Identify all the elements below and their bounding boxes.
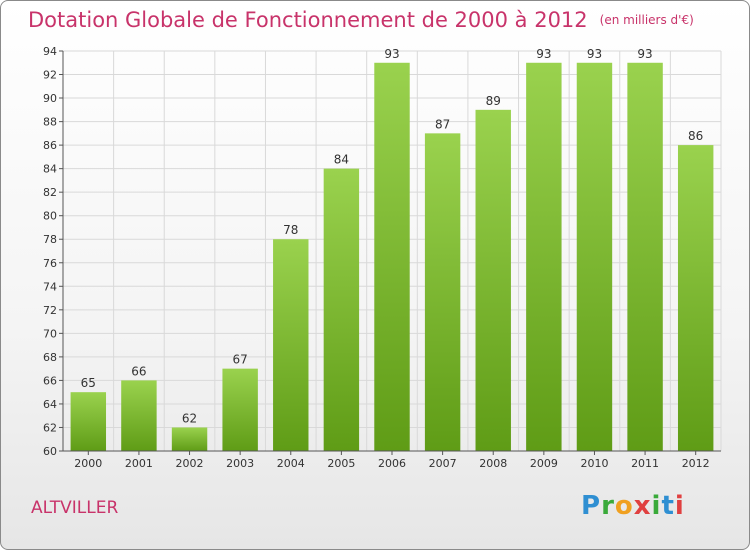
bar	[171, 427, 208, 451]
y-tick-label: 86	[43, 139, 57, 152]
y-tick-label: 78	[43, 233, 57, 246]
x-tick-label: 2009	[530, 457, 558, 470]
data-label: 93	[384, 47, 399, 61]
x-tick-label: 2012	[682, 457, 710, 470]
x-tick-label: 2001	[125, 457, 153, 470]
y-tick-label: 64	[43, 398, 57, 411]
bar	[222, 368, 258, 451]
data-label: 66	[131, 364, 146, 378]
x-tick-label: 2008	[479, 457, 507, 470]
data-label: 93	[587, 47, 602, 61]
x-tick-label: 2007	[429, 457, 457, 470]
x-tick-label: 2003	[226, 457, 254, 470]
y-tick-label: 90	[43, 92, 57, 105]
x-tick-label: 2011	[631, 457, 659, 470]
bar	[677, 145, 714, 451]
bar	[576, 62, 613, 451]
data-label: 93	[536, 47, 551, 61]
x-tick-label: 2010	[580, 457, 608, 470]
bar	[70, 392, 107, 451]
data-label: 62	[182, 411, 197, 425]
data-label: 78	[283, 223, 298, 237]
y-tick-label: 66	[43, 374, 57, 387]
data-label: 67	[233, 353, 248, 367]
data-label: 86	[688, 129, 703, 143]
y-tick-label: 62	[43, 421, 57, 434]
chart-title-text: Dotation Globale de Fonctionnement de 20…	[28, 8, 588, 32]
y-tick-label: 74	[43, 280, 57, 293]
y-tick-label: 70	[43, 327, 57, 340]
data-label: 89	[486, 94, 501, 108]
proxiti-logo: Proxiti	[581, 491, 685, 521]
commune-name: ALTVILLER	[31, 498, 119, 518]
y-tick-label: 72	[43, 304, 57, 317]
x-tick-label: 2006	[378, 457, 406, 470]
y-tick-label: 92	[43, 69, 57, 82]
bar	[526, 62, 562, 451]
x-tick-label: 2000	[74, 457, 102, 470]
x-tick-label: 2002	[176, 457, 204, 470]
y-tick-label: 76	[43, 257, 57, 270]
data-label: 65	[81, 376, 96, 390]
data-label: 87	[435, 117, 450, 131]
data-label: 84	[334, 153, 349, 167]
x-tick-label: 2005	[327, 457, 355, 470]
bar	[627, 62, 663, 451]
bar	[323, 168, 360, 451]
data-label: 93	[637, 47, 652, 61]
chart-unit: (en milliers d'€)	[599, 13, 694, 27]
y-tick-label: 68	[43, 351, 57, 364]
y-tick-label: 82	[43, 186, 57, 199]
bar	[273, 239, 309, 451]
y-tick-label: 84	[43, 163, 57, 176]
bar	[121, 380, 157, 451]
chart-title: Dotation Globale de Fonctionnement de 20…	[28, 8, 694, 32]
bar	[475, 109, 511, 451]
y-tick-label: 80	[43, 210, 57, 223]
y-tick-label: 94	[43, 45, 57, 58]
y-tick-label: 60	[43, 445, 57, 458]
bar	[424, 133, 461, 451]
bar	[374, 62, 410, 451]
y-tick-label: 88	[43, 116, 57, 129]
x-tick-label: 2004	[277, 457, 305, 470]
